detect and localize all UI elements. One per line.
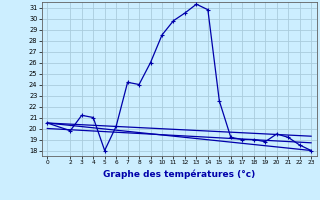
X-axis label: Graphe des températures (°c): Graphe des températures (°c) — [103, 169, 255, 179]
